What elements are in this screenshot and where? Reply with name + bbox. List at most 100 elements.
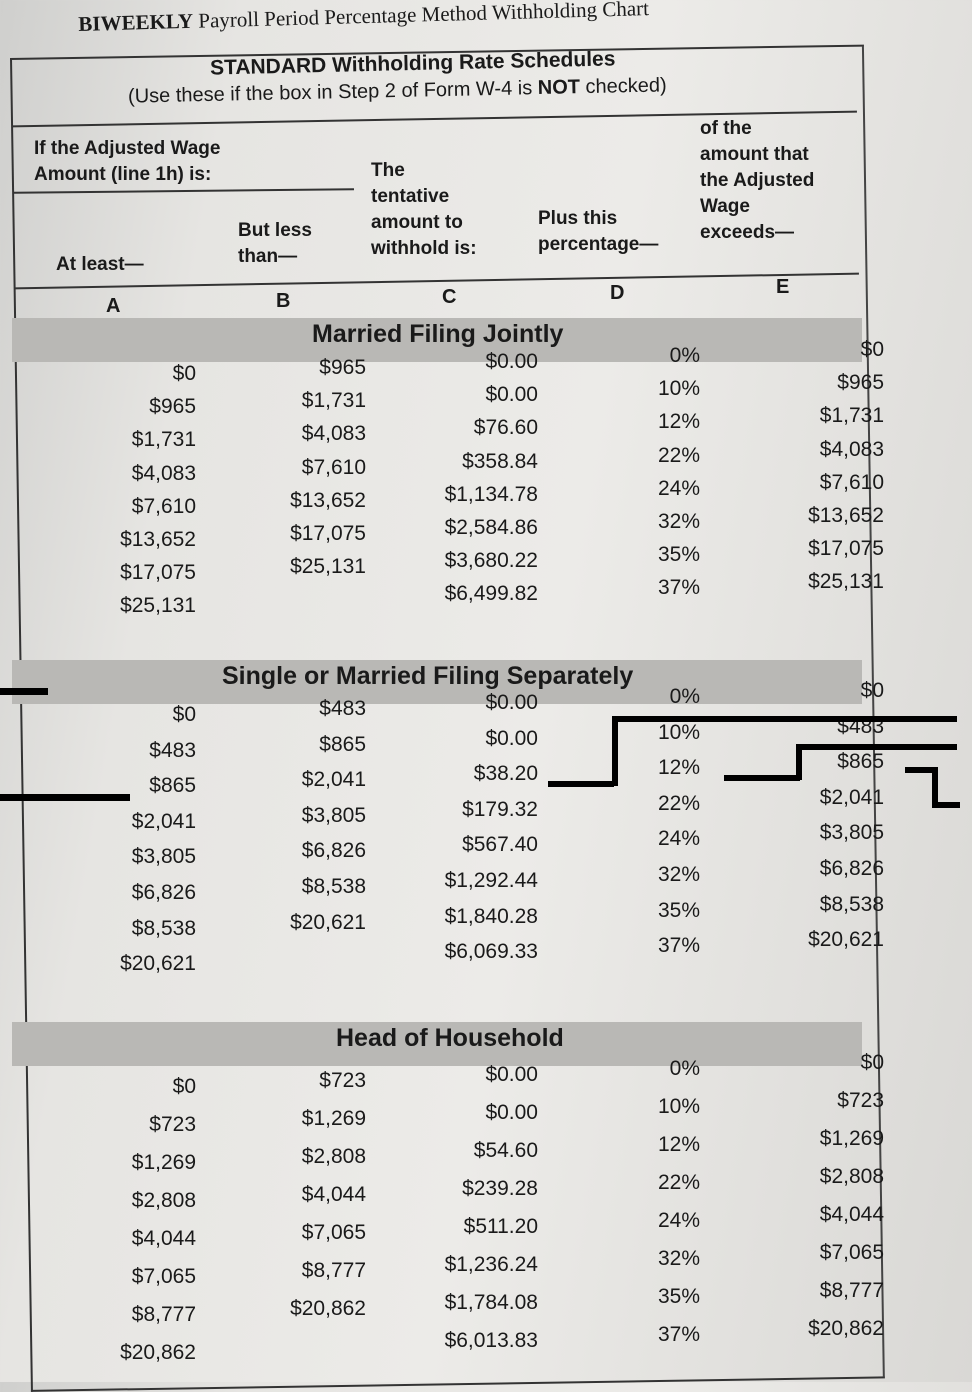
- table-cell: 32%: [657, 863, 700, 886]
- table-cell: $25,131: [120, 594, 196, 618]
- table-cell: $20,862: [120, 1341, 196, 1364]
- table-cell: $7,065: [301, 1221, 366, 1244]
- table-cell: $865: [319, 732, 366, 756]
- table-cell: $6,499.82: [444, 582, 538, 606]
- table-cell: $3,805: [819, 821, 884, 845]
- e-label-3: the Adjusted: [700, 170, 815, 191]
- table-cell: $8,777: [131, 1303, 196, 1326]
- c-label-1: The: [371, 160, 405, 181]
- table-cell: $1,731: [131, 428, 196, 452]
- table-cell: $4,044: [131, 1227, 196, 1250]
- annotation-arrow-line: [548, 781, 614, 787]
- table-cell: $8,538: [131, 916, 196, 940]
- col-e-header: of the amount that the Adjusted Wage exceeds…: [700, 116, 814, 246]
- d-label-1: Plus this: [538, 208, 618, 229]
- table-cell: $239.28: [462, 1177, 538, 1200]
- section-title: Married Filing Jointly: [312, 320, 564, 348]
- table-cell: $1,784.08: [444, 1291, 538, 1314]
- title-bold: BIWEEKLY: [78, 8, 194, 36]
- table-cell: $54.60: [473, 1139, 538, 1162]
- table-cell: $20,862: [808, 1317, 884, 1340]
- table-cell: $25,131: [808, 570, 884, 594]
- table-cell: 0%: [669, 685, 700, 708]
- table-cell: 10%: [657, 720, 700, 744]
- table-cell: $179.32: [462, 797, 538, 821]
- table-cell: $865: [149, 774, 196, 798]
- group-header: If the Adjusted Wage Amount (line 1h) is:: [34, 136, 220, 188]
- chart-title: BIWEEKLY Payroll Period Percentage Metho…: [78, 0, 649, 37]
- table-cell: 10%: [657, 377, 700, 401]
- table-cell: $567.40: [462, 833, 538, 857]
- table-cell: 22%: [657, 791, 700, 815]
- table-cell: $2,041: [819, 785, 884, 809]
- table-cell: 24%: [657, 827, 700, 851]
- table-cell: $1,269: [301, 1107, 366, 1130]
- table-cell: $0: [172, 703, 196, 726]
- table-cell: 0%: [669, 1057, 700, 1080]
- table-cell: 12%: [657, 756, 700, 780]
- table-cell: $13,652: [808, 504, 884, 527]
- table-cell: $358.84: [462, 449, 538, 473]
- table-cell: 10%: [657, 1095, 700, 1118]
- table-cell: $6,826: [301, 839, 366, 863]
- table-cell: $4,083: [819, 437, 884, 461]
- annotation-arrow-line: [612, 718, 618, 786]
- table-cell: $13,652: [290, 488, 366, 512]
- table-cell: $8,538: [301, 875, 366, 898]
- table-cell: $7,610: [301, 455, 366, 479]
- table-cell: 37%: [657, 576, 700, 600]
- table-cell: $25,131: [290, 555, 366, 579]
- table-cell: $3,805: [131, 845, 196, 869]
- table-cell: $0: [172, 362, 196, 385]
- col-e-letter: E: [776, 276, 790, 298]
- section-band: [12, 318, 862, 362]
- annotation-arrow-right: [796, 744, 957, 750]
- table-cell: $0.00: [485, 1063, 538, 1086]
- table-cell: $4,083: [301, 422, 366, 446]
- table-cell: 35%: [657, 543, 700, 567]
- table-cell: $1,731: [301, 389, 366, 413]
- table-cell: 24%: [657, 1209, 700, 1232]
- e-label-4: Wage: [700, 196, 750, 217]
- annotation-arrow-line: [905, 767, 935, 773]
- table-cell: $8,538: [819, 892, 884, 916]
- table-cell: $0.00: [485, 691, 538, 714]
- table-cell: $723: [319, 1069, 366, 1092]
- table-cell: $1,269: [819, 1127, 884, 1150]
- annotation-arrow-line: [796, 746, 802, 780]
- table-cell: $6,826: [131, 881, 196, 904]
- table-cell: $965: [319, 356, 366, 379]
- table-cell: $20,862: [290, 1297, 366, 1320]
- table-cell: $6,069.33: [444, 940, 538, 964]
- table-cell: $76.60: [473, 416, 538, 440]
- table-cell: $865: [837, 750, 884, 774]
- table-cell: 32%: [657, 1247, 700, 1270]
- table-cell: $965: [149, 395, 196, 419]
- col-b-header: But less than—: [238, 218, 312, 270]
- table-cell: $20,621: [808, 928, 884, 952]
- group-label-2: Amount (line 1h) is:: [34, 164, 212, 185]
- table-cell: $965: [837, 371, 884, 395]
- table-cell: $13,652: [120, 528, 196, 551]
- table-cell: $3,805: [301, 803, 366, 827]
- table-cell: $7,065: [819, 1241, 884, 1264]
- table-cell: $2,808: [131, 1189, 196, 1212]
- group-label-1: If the Adjusted Wage: [34, 138, 221, 159]
- table-cell: $1,134.78: [444, 482, 538, 506]
- table-cell: 37%: [657, 934, 700, 958]
- col-b-letter: B: [276, 290, 291, 312]
- table-cell: $483: [319, 697, 366, 720]
- table-cell: $17,075: [808, 537, 884, 561]
- table-cell: $7,610: [819, 470, 884, 494]
- e-label-5: exceeds—: [700, 222, 795, 243]
- e-label-1: of the: [700, 118, 752, 139]
- table-cell: $2,808: [301, 1145, 366, 1168]
- table-cell: 0%: [669, 344, 700, 367]
- b-label-2: than—: [238, 246, 298, 267]
- b-label-1: But less: [238, 220, 312, 241]
- title-rest: Payroll Period Percentage Method Withhol…: [192, 0, 650, 33]
- table-cell: $4,044: [819, 1203, 884, 1226]
- table-cell: $8,777: [301, 1259, 366, 1282]
- table-cell: $0: [172, 1075, 196, 1098]
- table-cell: $0: [860, 338, 884, 361]
